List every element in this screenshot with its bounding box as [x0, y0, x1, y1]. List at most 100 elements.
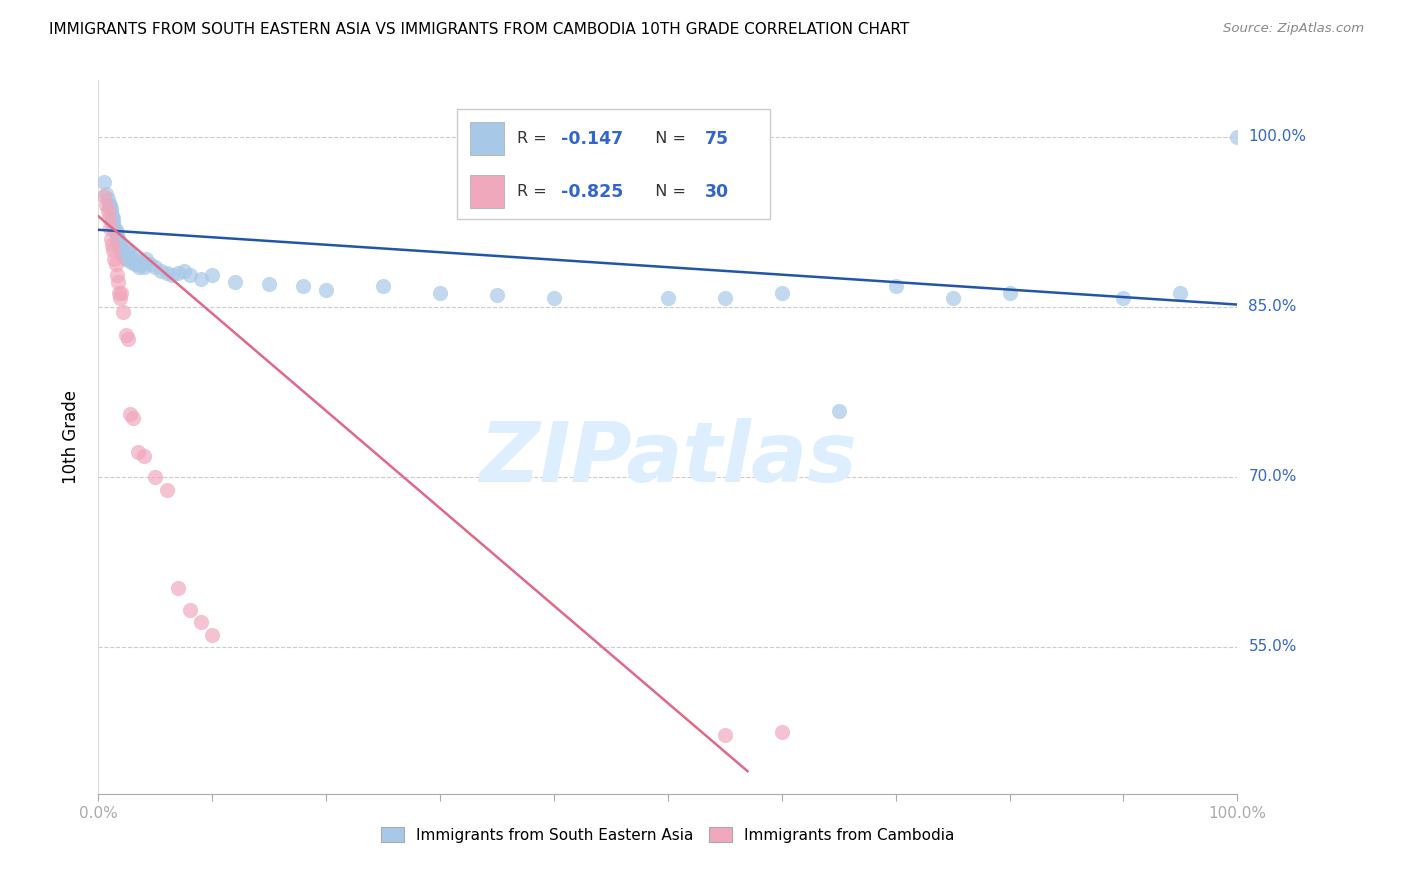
- Point: [103, 243, 125, 257]
- Point: [127, 257, 149, 271]
- Point: [103, 220, 125, 235]
- Point: [657, 291, 679, 305]
- Point: [104, 225, 127, 239]
- Point: [120, 408, 142, 422]
- Point: [173, 263, 195, 277]
- Point: [259, 277, 281, 292]
- Point: [1226, 129, 1249, 144]
- Point: [190, 271, 212, 285]
- Point: [103, 223, 125, 237]
- Point: [98, 220, 121, 235]
- Point: [292, 279, 315, 293]
- Point: [156, 266, 179, 280]
- Text: Source: ZipAtlas.com: Source: ZipAtlas.com: [1223, 22, 1364, 36]
- Point: [190, 615, 212, 629]
- Point: [101, 237, 124, 252]
- Point: [145, 469, 167, 483]
- Point: [103, 252, 125, 267]
- Point: [98, 198, 121, 212]
- Point: [135, 252, 157, 267]
- Point: [100, 202, 122, 217]
- Point: [111, 243, 134, 257]
- Point: [120, 254, 142, 268]
- Point: [117, 332, 139, 346]
- Point: [150, 263, 173, 277]
- Point: [127, 254, 149, 268]
- Point: [101, 209, 124, 223]
- Point: [108, 237, 131, 252]
- Point: [224, 275, 246, 289]
- Point: [108, 286, 131, 301]
- Point: [108, 241, 131, 255]
- Point: [101, 211, 124, 226]
- Text: ZIPatlas: ZIPatlas: [479, 418, 856, 499]
- Point: [167, 266, 190, 280]
- Point: [108, 234, 131, 248]
- Point: [107, 234, 129, 248]
- Point: [371, 279, 394, 293]
- Point: [97, 211, 120, 226]
- Point: [93, 189, 115, 203]
- Point: [117, 243, 139, 257]
- Point: [120, 249, 142, 263]
- Point: [110, 245, 132, 260]
- Point: [942, 291, 965, 305]
- Point: [114, 328, 136, 343]
- Point: [1112, 291, 1135, 305]
- Point: [108, 291, 131, 305]
- Legend: Immigrants from South Eastern Asia, Immigrants from Cambodia: Immigrants from South Eastern Asia, Immi…: [374, 819, 962, 850]
- Point: [110, 243, 132, 257]
- Point: [107, 232, 129, 246]
- Point: [128, 260, 150, 275]
- Point: [167, 581, 190, 595]
- Point: [131, 257, 153, 271]
- Point: [714, 291, 737, 305]
- Point: [107, 275, 129, 289]
- Point: [96, 203, 118, 218]
- Point: [179, 268, 201, 282]
- Point: [108, 237, 131, 252]
- Point: [179, 603, 201, 617]
- Point: [105, 229, 128, 244]
- Point: [104, 257, 127, 271]
- Point: [103, 219, 125, 233]
- Point: [998, 286, 1021, 301]
- Text: 100.0%: 100.0%: [1249, 129, 1306, 145]
- Point: [121, 252, 143, 267]
- Point: [103, 211, 125, 226]
- Point: [828, 404, 851, 418]
- Point: [770, 286, 793, 301]
- Point: [201, 628, 224, 642]
- Point: [1170, 286, 1192, 301]
- Point: [105, 268, 128, 282]
- Point: [884, 279, 907, 293]
- Point: [103, 215, 125, 229]
- Point: [110, 286, 132, 301]
- Point: [112, 245, 135, 260]
- Point: [125, 252, 148, 267]
- Point: [93, 175, 115, 189]
- Point: [118, 245, 141, 260]
- Y-axis label: 10th Grade: 10th Grade: [62, 390, 80, 484]
- Point: [98, 200, 121, 214]
- Point: [124, 257, 146, 271]
- Point: [127, 445, 149, 459]
- Point: [114, 249, 136, 263]
- Point: [486, 288, 509, 302]
- Point: [114, 252, 136, 267]
- Point: [121, 410, 143, 425]
- Point: [429, 286, 451, 301]
- Point: [132, 260, 155, 275]
- Point: [156, 483, 179, 498]
- Point: [96, 198, 118, 212]
- Point: [132, 450, 155, 464]
- Point: [96, 186, 118, 201]
- Point: [122, 254, 145, 268]
- Point: [145, 260, 167, 275]
- Text: IMMIGRANTS FROM SOUTH EASTERN ASIA VS IMMIGRANTS FROM CAMBODIA 10TH GRADE CORREL: IMMIGRANTS FROM SOUTH EASTERN ASIA VS IM…: [49, 22, 910, 37]
- Point: [112, 249, 135, 263]
- Point: [100, 232, 122, 246]
- Point: [112, 305, 135, 319]
- Point: [714, 728, 737, 742]
- Point: [162, 268, 184, 282]
